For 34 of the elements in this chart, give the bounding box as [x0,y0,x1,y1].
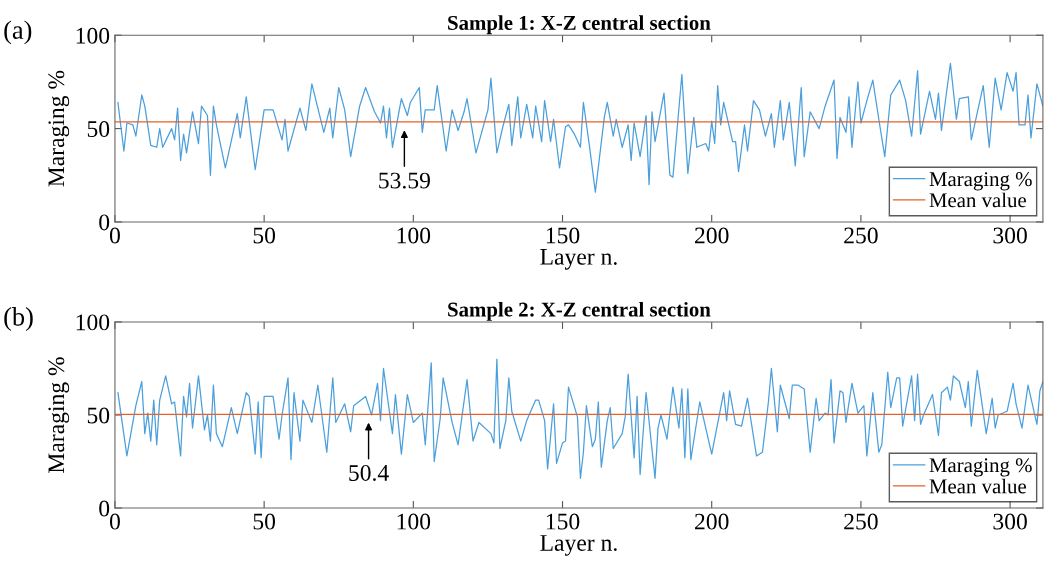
y-axis-title: Maraging % [48,357,70,474]
y-tick-label: 100 [76,27,110,44]
legend-label: Maraging % [929,458,1032,477]
x-tick-label: 200 [695,513,729,530]
annotation: 53.59 [379,172,430,189]
line-series [117,62,1043,193]
x-tick-label: 150 [546,513,580,530]
y-tick-label: 50 [87,121,110,138]
x-tick-label: 50 [253,227,276,244]
chart-title: Sample 2: X-Z central section [448,301,711,321]
text: (b) [4,307,33,332]
annotation: 50.4 [349,464,389,481]
x-tick-label: 250 [844,513,878,530]
x-axis-title: Layer n. [540,535,617,556]
line-series [117,358,1043,479]
legend-label: Maraging % [929,172,1032,191]
x-tick-label: 300 [993,513,1027,530]
x-tick-label: 150 [546,227,580,244]
x-tick-label: 200 [695,227,729,244]
y-tick-label: 50 [87,407,110,424]
x-tick-label: 300 [993,227,1027,244]
x-tick-label: 100 [397,513,431,530]
legend-label: Mean value [929,478,1026,494]
legend-label: Mean value [929,192,1026,208]
y-tick-label: 100 [76,314,110,331]
x-tick-label: 100 [397,227,431,244]
x-tick-label: 250 [844,227,878,244]
y-axis-title: Maraging % [48,70,70,187]
text: (a) [4,20,32,45]
x-tick-label: 50 [253,513,276,530]
chart-title: Sample 1: X-Z central section [448,15,711,35]
x-axis-title: Layer n. [540,249,617,270]
y-tick-label: 0 [99,214,110,231]
y-tick-label: 0 [99,500,110,517]
